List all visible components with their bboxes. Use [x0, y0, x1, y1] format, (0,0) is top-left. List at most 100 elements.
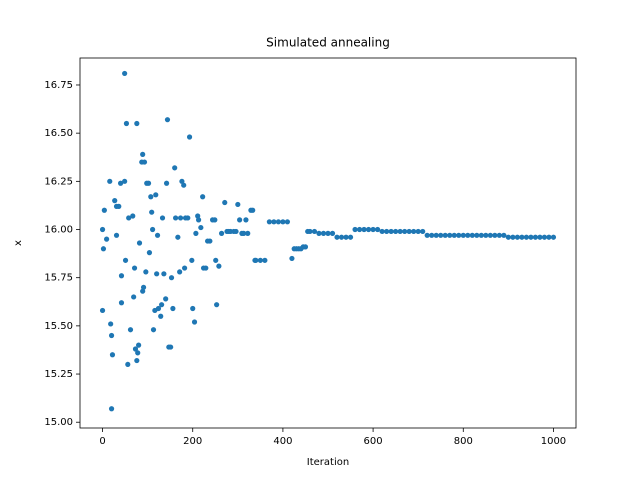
- plot-frame: [79, 57, 577, 429]
- point: [140, 284, 147, 290]
- point: [257, 257, 263, 263]
- point: [177, 269, 183, 275]
- point: [546, 234, 552, 240]
- point: [207, 238, 213, 244]
- point: [253, 257, 259, 263]
- point: [469, 232, 475, 238]
- point: [159, 215, 166, 221]
- point: [168, 275, 175, 281]
- point: [134, 357, 140, 364]
- point: [222, 199, 228, 206]
- point: [200, 194, 206, 200]
- point: [329, 230, 336, 236]
- point: [148, 194, 154, 200]
- point: [130, 213, 136, 219]
- point: [311, 228, 318, 235]
- point: [460, 232, 466, 238]
- point: [143, 269, 149, 275]
- point: [108, 332, 115, 339]
- point: [108, 321, 114, 327]
- point: [145, 180, 152, 186]
- point: [172, 165, 178, 171]
- point: [136, 240, 143, 246]
- point: [112, 198, 118, 204]
- point: [161, 271, 167, 277]
- point: [316, 230, 322, 236]
- point: [501, 232, 507, 238]
- point: [438, 232, 444, 238]
- point: [175, 234, 181, 240]
- point: [107, 178, 113, 184]
- point: [379, 228, 385, 235]
- point: [216, 263, 222, 269]
- point: [487, 232, 493, 238]
- point: [424, 232, 430, 238]
- point: [150, 327, 157, 333]
- point: [320, 230, 327, 236]
- point: [429, 232, 435, 238]
- point: [218, 230, 225, 236]
- point: [118, 273, 125, 279]
- point: [153, 192, 159, 198]
- point: [154, 232, 161, 238]
- x-tick-label: 1000: [541, 436, 566, 447]
- point: [195, 217, 202, 223]
- point: [352, 226, 358, 233]
- point: [284, 219, 291, 225]
- point: [185, 215, 191, 221]
- y-axis-label: x: [13, 240, 24, 246]
- point: [302, 244, 309, 250]
- point: [198, 224, 204, 231]
- point: [415, 228, 421, 235]
- chart-title: Simulated annealing: [266, 36, 390, 50]
- point: [532, 234, 539, 240]
- point: [190, 305, 196, 312]
- point: [237, 217, 243, 223]
- point: [451, 232, 457, 238]
- point: [186, 134, 193, 140]
- point: [125, 361, 131, 368]
- x-tick-label: 600: [364, 436, 383, 447]
- point: [505, 234, 511, 240]
- point: [483, 232, 489, 238]
- point: [233, 228, 239, 235]
- point: [154, 271, 160, 277]
- point: [465, 232, 471, 238]
- point: [474, 232, 480, 238]
- point: [122, 70, 128, 77]
- y-tick-label: 16.75: [44, 80, 73, 91]
- point: [370, 226, 376, 233]
- point: [99, 307, 106, 314]
- point: [325, 230, 331, 236]
- point: [140, 151, 146, 157]
- point: [146, 250, 153, 256]
- point: [266, 219, 272, 225]
- y-tick-label: 15.00: [44, 417, 73, 428]
- point: [118, 300, 125, 306]
- point: [122, 257, 129, 263]
- point: [191, 319, 198, 325]
- point: [541, 234, 548, 240]
- point: [245, 230, 251, 236]
- point: [163, 180, 170, 186]
- point: [442, 232, 448, 238]
- point: [212, 217, 218, 223]
- point: [343, 234, 349, 240]
- point: [550, 234, 557, 240]
- point: [262, 257, 268, 263]
- point: [510, 234, 516, 240]
- y-tick-label: 15.50: [44, 321, 73, 332]
- point: [523, 234, 530, 240]
- point: [514, 234, 520, 240]
- point: [135, 350, 141, 356]
- point: [411, 228, 417, 235]
- point: [397, 228, 403, 235]
- point: [250, 207, 256, 213]
- point: [122, 178, 128, 184]
- point: [163, 296, 169, 302]
- y-tick-label: 16.25: [44, 176, 73, 187]
- point: [289, 255, 295, 262]
- point: [420, 228, 426, 235]
